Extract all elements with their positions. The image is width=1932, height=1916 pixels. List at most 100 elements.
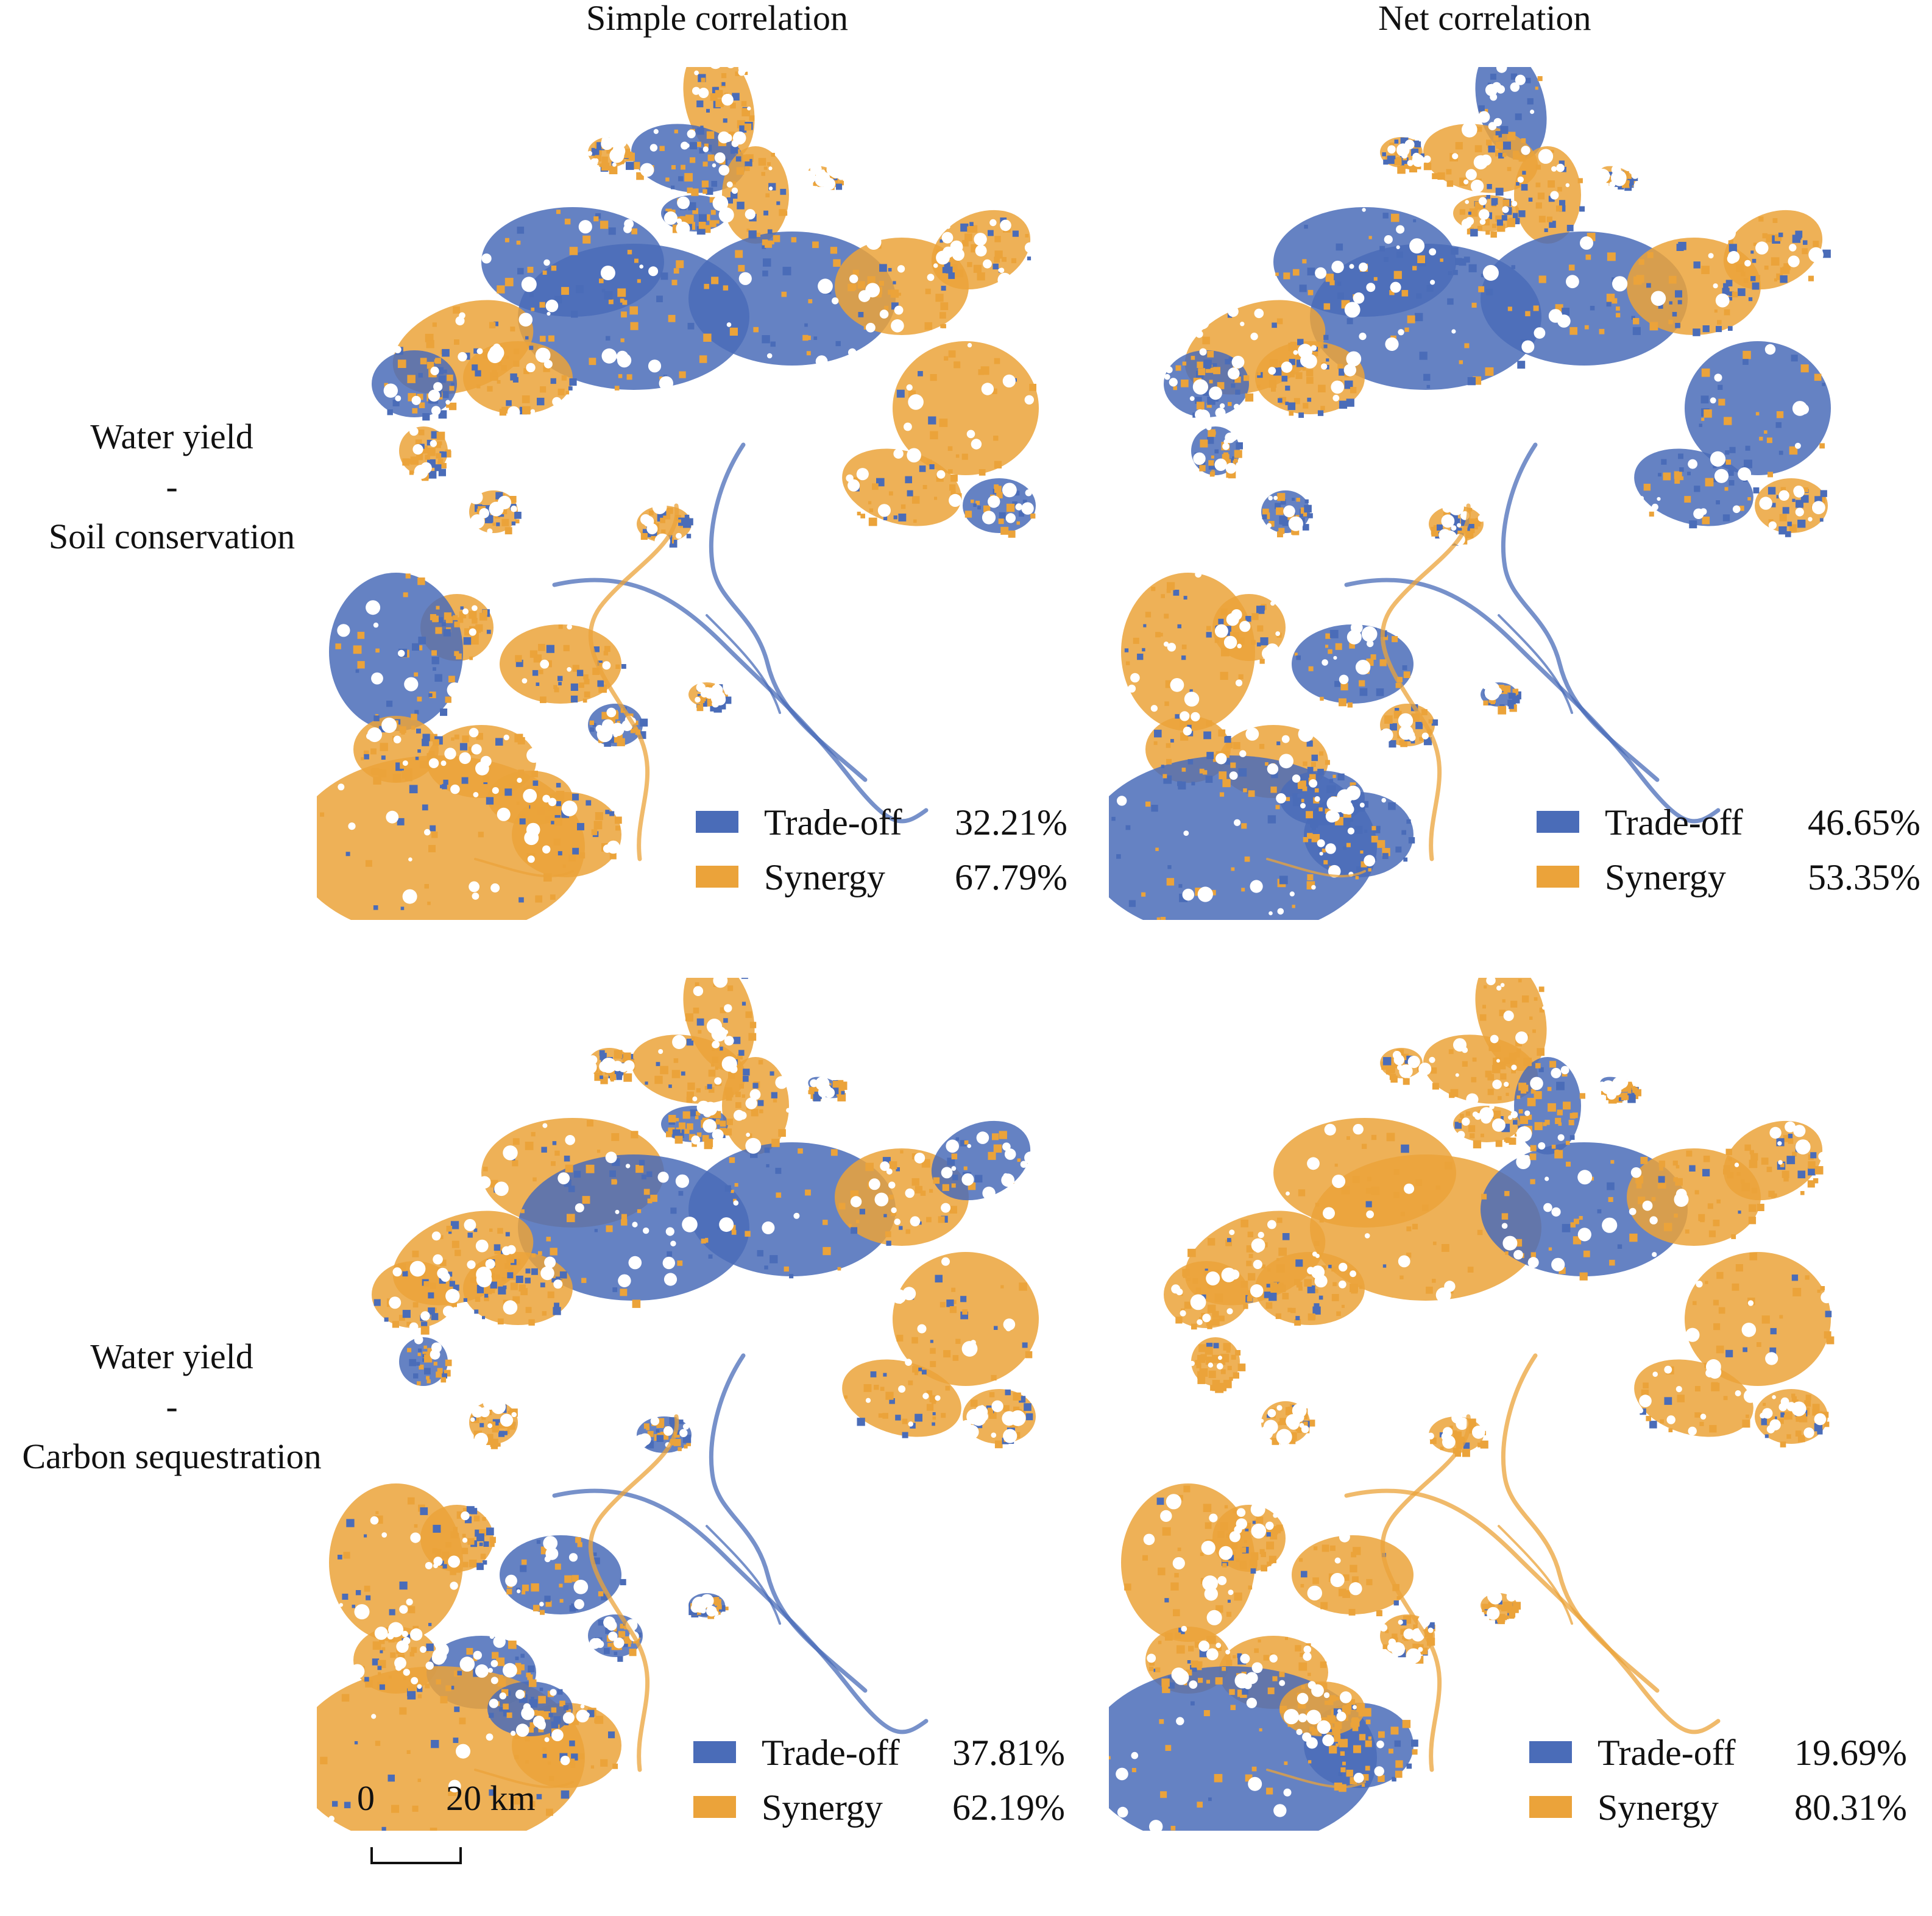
synergy-swatch <box>1529 1796 1572 1818</box>
empty-gap <box>714 682 720 688</box>
pixel-speck <box>688 202 696 211</box>
pixel-speck <box>1813 241 1819 247</box>
empty-gap <box>1666 1415 1675 1424</box>
pixel-speck <box>1521 138 1526 143</box>
pixel-speck <box>690 1109 697 1117</box>
empty-gap <box>818 278 833 294</box>
pixel-speck <box>1627 1087 1634 1094</box>
empty-gap <box>714 1077 722 1085</box>
pixel-speck <box>1674 474 1681 481</box>
pixel-speck <box>977 272 985 281</box>
pixel-speck <box>519 818 526 825</box>
pixel-speck <box>1432 173 1438 180</box>
pixel-speck <box>1750 250 1754 254</box>
pixel-speck <box>936 249 939 253</box>
pixel-speck <box>529 345 534 350</box>
pixel-speck <box>559 1599 564 1603</box>
empty-gap <box>539 1602 544 1607</box>
empty-gap <box>1206 425 1212 431</box>
pixel-speck <box>1186 1669 1192 1676</box>
legend-tradeoff-label: Trade-off <box>764 802 902 843</box>
pixel-speck <box>1230 1705 1236 1710</box>
pixel-speck <box>1319 751 1324 756</box>
pixel-speck <box>1740 1179 1745 1184</box>
pixel-speck <box>603 651 609 656</box>
river-line <box>709 1353 868 1693</box>
empty-gap <box>503 1145 518 1161</box>
empty-gap <box>615 135 627 148</box>
pixel-speck <box>1468 211 1471 215</box>
pixel-speck <box>1505 1251 1509 1255</box>
pixel-speck <box>1266 1284 1270 1288</box>
empty-gap <box>337 624 350 637</box>
pixel-speck <box>1521 184 1528 191</box>
pixel-speck <box>1245 1527 1249 1532</box>
pixel-speck <box>1725 280 1733 287</box>
pixel-speck <box>776 201 780 205</box>
pixel-speck <box>918 1367 922 1371</box>
empty-gap <box>602 661 611 670</box>
pixel-speck <box>1183 596 1187 600</box>
pixel-speck <box>492 1419 500 1427</box>
pixel-speck <box>778 1129 786 1137</box>
pixel-speck <box>575 1537 581 1543</box>
empty-gap <box>1557 1134 1565 1141</box>
pixel-speck <box>1517 361 1526 369</box>
empty-gap <box>1240 1653 1250 1664</box>
pixel-speck <box>1178 884 1183 888</box>
pixel-speck <box>1559 160 1565 166</box>
pixel-speck <box>379 1684 385 1690</box>
pixel-speck <box>714 1119 720 1125</box>
pixel-speck <box>1426 1286 1433 1294</box>
empty-gap <box>891 319 904 333</box>
pixel-speck <box>417 696 422 702</box>
pixel-speck <box>1419 352 1428 360</box>
pixel-speck <box>418 1348 422 1352</box>
pixel-speck <box>1480 1440 1488 1449</box>
pixel-speck <box>576 285 584 294</box>
pixel-speck <box>462 1533 466 1538</box>
pixel-speck <box>1583 1250 1590 1257</box>
pixel-speck <box>686 518 693 526</box>
pixel-speck <box>1482 1005 1486 1009</box>
empty-gap <box>1225 1649 1230 1655</box>
empty-gap <box>503 1300 518 1315</box>
pixel-speck <box>943 1350 951 1358</box>
pixel-speck <box>416 1362 420 1366</box>
pixel-speck <box>1328 1700 1334 1705</box>
empty-gap <box>395 395 402 401</box>
empty-gap <box>567 624 572 630</box>
empty-gap <box>430 366 439 375</box>
pixel-speck <box>620 1624 625 1629</box>
pixel-speck <box>1393 1169 1399 1175</box>
pixel-speck <box>1252 1521 1256 1524</box>
pixel-speck <box>1303 1421 1308 1426</box>
pixel-speck <box>708 1069 716 1077</box>
empty-gap <box>444 748 456 760</box>
empty-gap <box>1343 364 1356 376</box>
pixel-speck <box>1546 216 1552 222</box>
pixel-speck <box>1788 1134 1793 1139</box>
empty-gap <box>1388 1638 1396 1646</box>
pixel-speck <box>647 1198 653 1204</box>
pixel-speck <box>338 1555 342 1560</box>
empty-gap <box>592 1638 603 1649</box>
pixel-speck <box>355 669 359 673</box>
pixel-speck <box>715 99 724 107</box>
pixel-speck <box>1111 816 1116 821</box>
empty-gap <box>951 1166 957 1171</box>
pixel-speck <box>1458 1119 1463 1123</box>
pixel-speck <box>1300 507 1307 514</box>
pixel-speck <box>1579 1272 1588 1281</box>
pixel-speck <box>405 774 412 782</box>
pixel-speck <box>445 1359 452 1366</box>
pixel-speck <box>419 402 425 408</box>
pixel-speck <box>678 176 684 182</box>
legend-tradeoff-value: 37.81% <box>952 1733 1065 1773</box>
pixel-speck <box>1750 276 1756 281</box>
pixel-speck <box>1395 708 1399 713</box>
pixel-speck <box>974 1175 983 1182</box>
pixel-speck <box>1479 1014 1487 1021</box>
pixel-speck <box>1315 1203 1320 1207</box>
pixel-speck <box>1773 1193 1777 1197</box>
